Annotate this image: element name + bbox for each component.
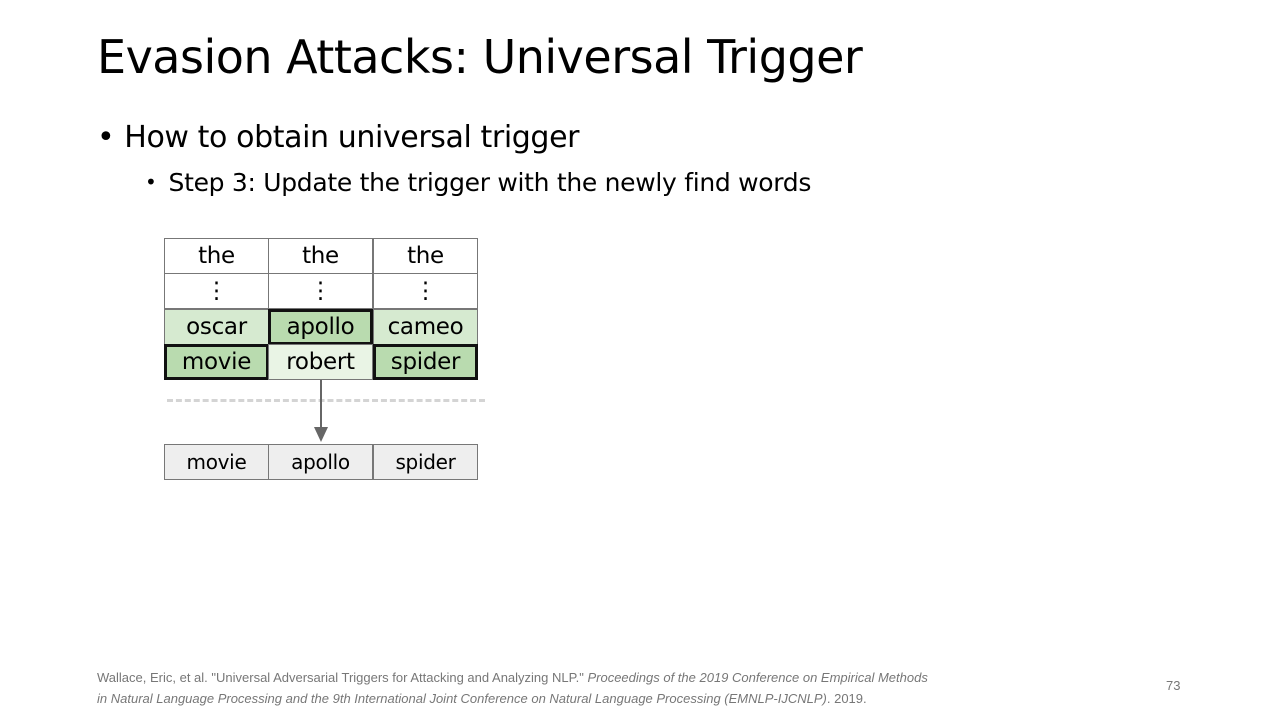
new-trigger-cell: movie [164, 444, 269, 480]
selected-candidate-cell: spider [373, 344, 478, 380]
trigger-update-diagram: the the the ⋮ ⋮ ⋮ oscar apollo cameo mov… [160, 228, 490, 488]
bullet-level1: • How to obtain universal trigger [97, 120, 579, 155]
candidate-cell: robert [268, 344, 373, 380]
citation-year: . 2019. [826, 691, 867, 706]
bullet-level2: • Step 3: Update the trigger with the new… [145, 168, 811, 197]
selected-candidate-cell: apollo [268, 309, 373, 345]
ellipsis-cell: ⋮ [373, 273, 478, 309]
candidate-cell: the [164, 238, 269, 274]
citation-venue-line1: Proceedings of the 2019 Conference on Em… [587, 670, 928, 685]
bullet-level2-text: Step 3: Update the trigger with the newl… [168, 168, 812, 197]
ellipsis-cell: ⋮ [268, 273, 373, 309]
bullet-dot-icon: • [97, 120, 115, 155]
ellipsis-cell: ⋮ [164, 273, 269, 309]
page-number: 73 [1166, 678, 1181, 693]
slide-title: Evasion Attacks: Universal Trigger [97, 30, 863, 84]
bullet-level1-text: How to obtain universal trigger [124, 120, 580, 155]
new-trigger-cell: apollo [268, 444, 373, 480]
citation: Wallace, Eric, et al. "Universal Adversa… [97, 667, 1057, 709]
citation-venue-line2: in Natural Language Processing and the 9… [97, 691, 827, 706]
down-arrow-icon [314, 380, 328, 442]
new-trigger-cell: spider [373, 444, 478, 480]
bullet-dot-icon: • [145, 170, 157, 194]
selected-candidate-cell: movie [164, 344, 269, 380]
citation-authors: Wallace, Eric, et al. "Universal Adversa… [97, 670, 584, 685]
candidate-cell: oscar [164, 309, 269, 345]
separator-dashed-line [167, 399, 485, 402]
candidate-cell: cameo [373, 309, 478, 345]
candidate-cell: the [373, 238, 478, 274]
